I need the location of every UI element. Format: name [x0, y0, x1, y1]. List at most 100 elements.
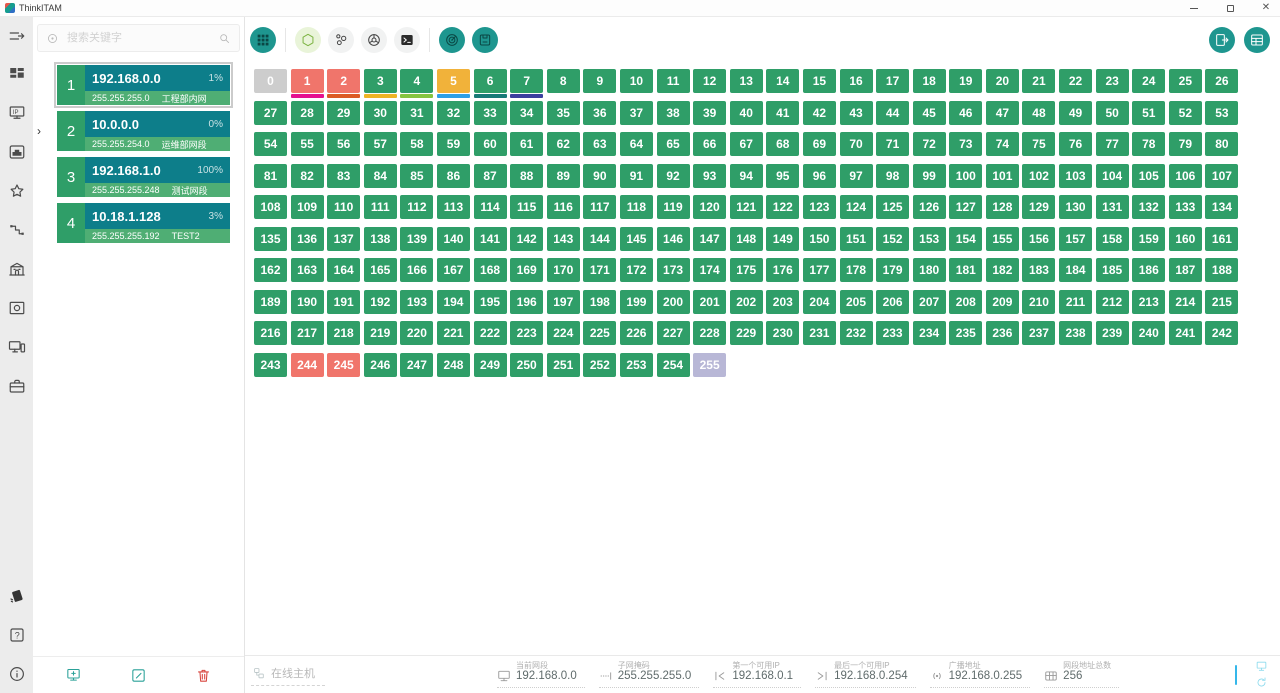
maximize-button[interactable]	[1224, 2, 1236, 14]
search-input[interactable]	[65, 31, 212, 45]
ip-cell-228[interactable]: 228	[693, 321, 727, 345]
ip-cell-227[interactable]: 227	[656, 321, 690, 345]
image-icon[interactable]	[8, 299, 26, 317]
ip-cell-85[interactable]: 85	[400, 163, 434, 188]
ip-cell-249[interactable]: 249	[473, 352, 507, 377]
ip-cell-40[interactable]: 40	[729, 100, 763, 125]
ip-cell-121[interactable]: 121	[729, 195, 763, 219]
ip-cell-180[interactable]: 180	[912, 258, 946, 282]
ip-cell-182[interactable]: 182	[985, 258, 1019, 282]
ip-cell-209[interactable]: 209	[985, 289, 1019, 314]
ip-cell-97[interactable]: 97	[839, 163, 873, 188]
ip-cell-165[interactable]: 165	[363, 258, 397, 282]
ip-cell-2[interactable]: 2	[327, 69, 361, 98]
ip-cell-184[interactable]: 184	[1059, 258, 1093, 282]
ip-cell-206[interactable]: 206	[876, 289, 910, 314]
ip-cell-14[interactable]: 14	[766, 69, 800, 93]
ip-cell-65[interactable]: 65	[656, 132, 690, 156]
ip-cell-242[interactable]: 242	[1205, 321, 1239, 345]
ip-cell-23[interactable]: 23	[1095, 69, 1129, 93]
ip-cell-49[interactable]: 49	[1059, 100, 1093, 125]
ip-cell-187[interactable]: 187	[1168, 258, 1202, 282]
ip-cell-231[interactable]: 231	[802, 321, 836, 345]
ip-cell-202[interactable]: 202	[729, 289, 763, 314]
ip-cell-118[interactable]: 118	[619, 195, 653, 219]
ip-cell-140[interactable]: 140	[436, 226, 470, 251]
ip-cell-72[interactable]: 72	[912, 132, 946, 156]
ip-cell-157[interactable]: 157	[1059, 226, 1093, 251]
ip-cell-145[interactable]: 145	[619, 226, 653, 251]
ip-cell-61[interactable]: 61	[510, 132, 544, 156]
cable-icon[interactable]	[8, 221, 26, 239]
ip-cell-56[interactable]: 56	[327, 132, 361, 156]
ip-cell-253[interactable]: 253	[619, 352, 653, 377]
ip-cell-144[interactable]: 144	[583, 226, 617, 251]
ip-cell-168[interactable]: 168	[473, 258, 507, 282]
ip-cell-32[interactable]: 32	[436, 100, 470, 125]
ip-cell-218[interactable]: 218	[327, 321, 361, 345]
ip-cell-142[interactable]: 142	[510, 226, 544, 251]
ip-cell-188[interactable]: 188	[1205, 258, 1239, 282]
dashboard-icon[interactable]	[8, 65, 26, 83]
ip-cell-116[interactable]: 116	[546, 195, 580, 219]
ip-cell-9[interactable]: 9	[583, 69, 617, 93]
ip-cell-192[interactable]: 192	[363, 289, 397, 314]
ip-cell-24[interactable]: 24	[1132, 69, 1166, 93]
ip-cell-117[interactable]: 117	[583, 195, 617, 219]
edit-button[interactable]	[130, 667, 147, 684]
ip-cell-143[interactable]: 143	[546, 226, 580, 251]
ip-cell-26[interactable]: 26	[1205, 69, 1239, 93]
ip-cell-119[interactable]: 119	[656, 195, 690, 219]
scan-button[interactable]	[439, 27, 465, 53]
ip-cell-104[interactable]: 104	[1095, 163, 1129, 188]
ip-cell-87[interactable]: 87	[473, 163, 507, 188]
ip-cell-216[interactable]: 216	[254, 321, 287, 345]
ip-cell-11[interactable]: 11	[656, 69, 690, 93]
panel-toggle-chevron-icon[interactable]: ›	[37, 124, 41, 138]
ip-cell-154[interactable]: 154	[949, 226, 983, 251]
ip-cell-151[interactable]: 151	[839, 226, 873, 251]
ip-cell-51[interactable]: 51	[1132, 100, 1166, 125]
ip-cell-176[interactable]: 176	[766, 258, 800, 282]
ip-cell-186[interactable]: 186	[1132, 258, 1166, 282]
ip-cell-82[interactable]: 82	[290, 163, 324, 188]
ip-cell-96[interactable]: 96	[802, 163, 836, 188]
ip-cell-137[interactable]: 137	[327, 226, 361, 251]
ip-cell-246[interactable]: 246	[363, 352, 397, 377]
ip-cell-109[interactable]: 109	[290, 195, 324, 219]
ip-cell-31[interactable]: 31	[400, 100, 434, 125]
ip-cell-230[interactable]: 230	[766, 321, 800, 345]
info-icon[interactable]	[8, 665, 26, 683]
ip-cell-160[interactable]: 160	[1168, 226, 1202, 251]
ip-cell-39[interactable]: 39	[693, 100, 727, 125]
ip-cell-226[interactable]: 226	[619, 321, 653, 345]
minimize-button[interactable]	[1188, 2, 1200, 14]
ip-cell-147[interactable]: 147	[693, 226, 727, 251]
ip-cell-46[interactable]: 46	[949, 100, 983, 125]
menu-icon[interactable]	[8, 27, 26, 45]
add-host-button[interactable]	[65, 667, 82, 684]
ip-cell-34[interactable]: 34	[510, 100, 544, 125]
ip-cell-128[interactable]: 128	[985, 195, 1019, 219]
ip-cell-107[interactable]: 107	[1205, 163, 1239, 188]
ip-cell-211[interactable]: 211	[1059, 289, 1093, 314]
ip-cell-59[interactable]: 59	[436, 132, 470, 156]
ip-cell-159[interactable]: 159	[1132, 226, 1166, 251]
ip-cell-105[interactable]: 105	[1132, 163, 1166, 188]
ip-cell-79[interactable]: 79	[1168, 132, 1202, 156]
ip-cell-212[interactable]: 212	[1095, 289, 1129, 314]
ip-cell-120[interactable]: 120	[693, 195, 727, 219]
ip-cell-146[interactable]: 146	[656, 226, 690, 251]
ip-cell-252[interactable]: 252	[583, 352, 617, 377]
ip-cell-52[interactable]: 52	[1168, 100, 1202, 125]
ip-cell-91[interactable]: 91	[619, 163, 653, 188]
ip-cell-1[interactable]: 1	[290, 69, 324, 98]
ip-cell-64[interactable]: 64	[619, 132, 653, 156]
ip-cell-62[interactable]: 62	[546, 132, 580, 156]
ip-cell-44[interactable]: 44	[876, 100, 910, 125]
ip-cell-164[interactable]: 164	[327, 258, 361, 282]
ip-cell-70[interactable]: 70	[839, 132, 873, 156]
ip-cell-80[interactable]: 80	[1205, 132, 1239, 156]
ip-cell-139[interactable]: 139	[400, 226, 434, 251]
ip-cell-241[interactable]: 241	[1168, 321, 1202, 345]
